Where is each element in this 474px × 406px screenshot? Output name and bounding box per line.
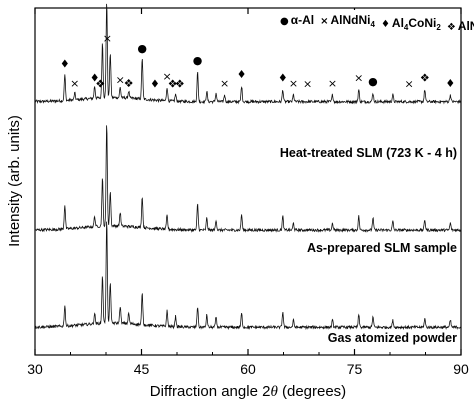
x-axis-label-symbol: θ xyxy=(270,384,278,400)
phase-marker: ● xyxy=(193,54,203,67)
legend-glyph: ❖ xyxy=(447,22,456,33)
phase-marker: × xyxy=(103,32,112,45)
phase-marker: ♦ xyxy=(278,72,288,85)
legend-label-part: 2 xyxy=(436,23,441,32)
x-tick-label: 45 xyxy=(134,361,150,377)
legend-label-part: AlNd xyxy=(458,19,474,33)
series-group xyxy=(34,221,462,331)
phase-marker: × xyxy=(328,77,337,90)
phase-marker: ❖ xyxy=(175,78,185,91)
legend: ●α-Al×AlNdNi4♦Al4CoNi2❖AlNd3 xyxy=(278,10,474,35)
legend-box xyxy=(278,10,459,29)
phase-marker: ❖ xyxy=(124,77,134,90)
phase-marker: × xyxy=(354,72,363,85)
legend-glyph: × xyxy=(320,16,328,27)
x-axis-label-prefix: Diffraction angle 2 xyxy=(150,383,271,400)
series-line xyxy=(34,221,462,331)
legend-text: ●α-Al×AlNdNi4♦Al4CoNi2❖AlNd3 xyxy=(280,13,474,35)
legend-glyph: ♦ xyxy=(381,19,390,30)
phase-marker: × xyxy=(70,77,79,90)
legend-label-part: CoNi xyxy=(408,16,436,30)
phase-marker: ♦ xyxy=(445,77,455,90)
phase-marker: × xyxy=(303,78,312,91)
phase-marker: × xyxy=(116,73,125,86)
legend-label-part: 4 xyxy=(404,23,409,32)
series-label: Gas atomized powder xyxy=(328,331,457,345)
legend-label-part: AlNdNi xyxy=(331,13,371,27)
x-tick-label: 90 xyxy=(453,361,469,377)
phase-marker: ♦ xyxy=(90,72,100,85)
phase-marker: × xyxy=(289,77,298,90)
x-tick-label: 75 xyxy=(347,361,363,377)
phase-marker-layer: ♦× ♦❖××❖●♦×❖❖●×♦ ♦ × × × × ● × ❖ ♦ xyxy=(60,32,455,91)
legend-label-part: 4 xyxy=(371,20,376,29)
x-tick-label: 30 xyxy=(27,361,43,377)
series-label: As-prepared SLM sample xyxy=(307,241,457,255)
phase-marker: × xyxy=(162,70,171,83)
legend-label-part: α-Al xyxy=(291,13,314,27)
x-axis-label: Diffraction angle 2θ (degrees) xyxy=(150,383,346,400)
series-line xyxy=(34,125,462,233)
phase-marker: ♦ xyxy=(150,78,160,91)
series-line xyxy=(34,3,462,105)
phase-marker: ● xyxy=(137,42,147,55)
phase-marker: × xyxy=(405,78,414,91)
phase-marker: ♦ xyxy=(60,58,70,71)
legend-label-part: Al xyxy=(392,16,404,30)
x-tick-layer: 30 45 60 75 90 xyxy=(27,8,469,377)
plot-frame xyxy=(34,7,462,356)
phase-marker: ♦ xyxy=(237,68,247,81)
x-axis-label-suffix: (degrees) xyxy=(278,383,346,400)
series-group xyxy=(34,125,462,233)
series-group xyxy=(34,3,462,105)
phase-marker: ❖ xyxy=(168,78,178,91)
phase-marker: × xyxy=(220,77,229,90)
phase-marker: ❖ xyxy=(95,78,105,91)
x-tick-label: 60 xyxy=(240,361,256,377)
phase-marker: ● xyxy=(368,75,378,88)
y-axis-label: Intensity (arb. units) xyxy=(6,115,23,247)
series-layer xyxy=(34,3,462,331)
series-label: Heat-treated SLM (723 K - 4 h) xyxy=(280,146,457,160)
series-label-layer: Heat-treated SLM (723 K - 4 h) As-prepare… xyxy=(280,146,457,345)
legend-glyph: ● xyxy=(280,16,289,27)
phase-marker: ❖ xyxy=(420,72,430,85)
